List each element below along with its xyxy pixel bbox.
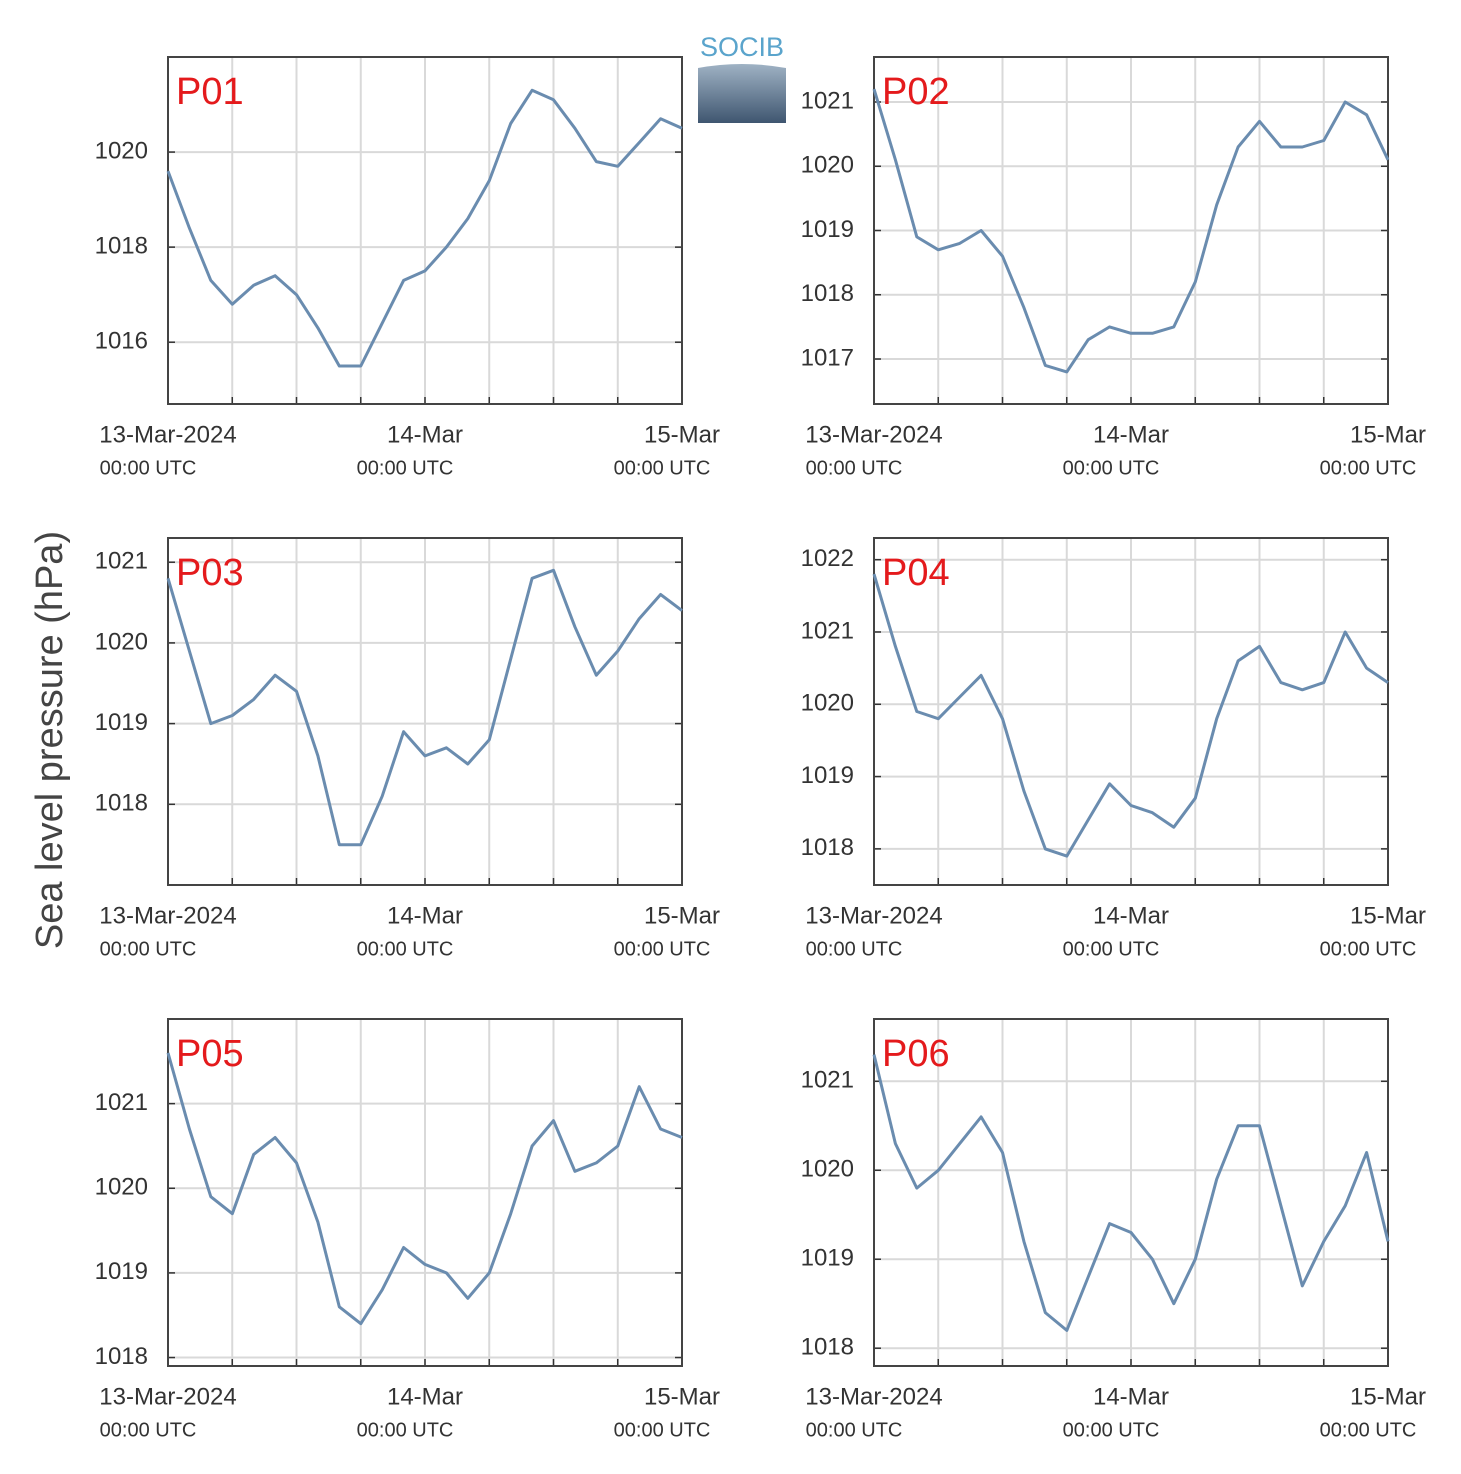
panel: 13-Mar-2024 00:00 UTC 14-Mar 00:00 UTC 15-Ma… — [95, 537, 720, 960]
x-tick-sublabel: 00:00 UTC — [1063, 1419, 1160, 1441]
x-tick-label: 13-Mar-2024 — [805, 421, 942, 448]
y-tick-label: 1017 — [801, 344, 854, 371]
data-line — [166, 1052, 683, 1326]
y-tick-label: 1020 — [801, 690, 854, 717]
x-tick-sublabel: 00:00 UTC — [100, 1419, 197, 1441]
y-tick-label: 1020 — [801, 152, 854, 179]
y-tick-label: 1019 — [801, 1245, 854, 1272]
y-tick-label: 1021 — [95, 1089, 148, 1116]
x-tick-sublabel: 00:00 UTC — [1063, 457, 1160, 479]
y-tick-label: 1018 — [95, 1343, 148, 1370]
y-tick-label: 1018 — [95, 790, 148, 817]
x-tick-sublabel: 00:00 UTC — [357, 1419, 454, 1441]
y-tick-label: 1020 — [95, 628, 148, 655]
x-tick-label: 13-Mar-2024 — [805, 1383, 942, 1410]
x-tick-label: 13-Mar-2024 — [99, 902, 236, 929]
logo-shape — [698, 64, 786, 123]
plot-frame — [873, 537, 1389, 886]
x-tick-sublabel: 00:00 UTC — [1320, 1419, 1417, 1441]
panel-title: P01 — [176, 71, 244, 113]
y-tick-label: 1019 — [95, 709, 148, 736]
x-tick-label: 15-Mar — [1350, 421, 1426, 448]
x-tick-label: 14-Mar — [387, 902, 463, 929]
y-tick-label: 1020 — [801, 1156, 854, 1183]
data-line — [872, 88, 1390, 374]
y-tick-label: 1018 — [801, 280, 854, 307]
y-tick-label: 1016 — [95, 328, 148, 355]
y-tick-label: 1020 — [95, 1174, 148, 1201]
x-tick-sublabel: 00:00 UTC — [1320, 938, 1417, 960]
x-tick-sublabel: 00:00 UTC — [806, 457, 903, 479]
logo: SOCIB — [698, 32, 786, 123]
data-line — [872, 573, 1389, 858]
x-tick-sublabel: 00:00 UTC — [614, 938, 711, 960]
panel: 13-Mar-2024 00:00 UTC 14-Mar 00:00 UTC 15-Ma… — [95, 1018, 720, 1441]
panel-title: P03 — [176, 552, 244, 594]
y-tick-label: 1020 — [95, 137, 148, 164]
x-tick-label: 13-Mar-2024 — [99, 421, 236, 448]
panel-title: P06 — [882, 1033, 950, 1075]
y-tick-label: 1022 — [801, 545, 854, 572]
panel: 13-Mar-2024 00:00 UTC 14-Mar 00:00 UTC 15-Ma… — [801, 1018, 1426, 1441]
x-tick-label: 15-Mar — [1350, 902, 1426, 929]
y-tick-label: 1019 — [801, 216, 854, 243]
plot-frame — [167, 56, 683, 405]
plot-frame — [167, 1018, 683, 1367]
y-tick-label: 1021 — [801, 1067, 854, 1094]
panel-title: P04 — [882, 552, 950, 594]
y-tick-label: 1019 — [801, 762, 854, 789]
x-tick-label: 15-Mar — [644, 902, 720, 929]
data-line — [166, 88, 683, 368]
x-tick-label: 14-Mar — [1093, 902, 1169, 929]
y-tick-label: 1018 — [801, 834, 854, 861]
x-tick-label: 15-Mar — [1350, 1383, 1426, 1410]
x-tick-sublabel: 00:00 UTC — [614, 1419, 711, 1441]
y-tick-label: 1021 — [801, 617, 854, 644]
y-tick-label: 1021 — [95, 548, 148, 575]
plot-frame — [873, 1018, 1389, 1367]
x-tick-sublabel: 00:00 UTC — [806, 1419, 903, 1441]
x-tick-sublabel: 00:00 UTC — [357, 938, 454, 960]
y-tick-label: 1021 — [801, 87, 854, 114]
panel-title: P05 — [176, 1033, 244, 1075]
panel: 13-Mar-2024 00:00 UTC 14-Mar 00:00 UTC 15-Ma… — [801, 537, 1426, 960]
x-tick-sublabel: 00:00 UTC — [1063, 938, 1160, 960]
panel-title: P02 — [882, 71, 950, 113]
panel: 13-Mar-2024 00:00 UTC 14-Mar 00:00 UTC 15-Ma… — [801, 56, 1426, 479]
plot-frame — [167, 537, 683, 886]
x-tick-label: 14-Mar — [387, 421, 463, 448]
logo-text: SOCIB — [700, 32, 784, 62]
data-line — [872, 1054, 1390, 1332]
x-tick-sublabel: 00:00 UTC — [614, 457, 711, 479]
x-tick-label: 13-Mar-2024 — [99, 1383, 236, 1410]
x-tick-sublabel: 00:00 UTC — [1320, 457, 1417, 479]
x-tick-sublabel: 00:00 UTC — [100, 938, 197, 960]
panel: 13-Mar-2024 00:00 UTC 14-Mar 00:00 UTC 15-Ma… — [95, 56, 720, 479]
x-tick-sublabel: 00:00 UTC — [357, 457, 454, 479]
x-tick-label: 14-Mar — [1093, 1383, 1169, 1410]
plot-frame — [873, 56, 1389, 405]
y-axis-label: Sea level pressure (hPa) — [29, 531, 71, 949]
x-tick-label: 13-Mar-2024 — [805, 902, 942, 929]
y-tick-label: 1018 — [801, 1334, 854, 1361]
y-tick-label: 1019 — [95, 1258, 148, 1285]
x-tick-label: 15-Mar — [644, 421, 720, 448]
x-tick-label: 14-Mar — [1093, 421, 1169, 448]
x-tick-sublabel: 00:00 UTC — [100, 457, 197, 479]
x-tick-label: 15-Mar — [644, 1383, 720, 1410]
x-tick-label: 14-Mar — [387, 1383, 463, 1410]
x-tick-sublabel: 00:00 UTC — [806, 938, 903, 960]
data-line — [166, 568, 683, 847]
y-tick-label: 1018 — [95, 232, 148, 259]
